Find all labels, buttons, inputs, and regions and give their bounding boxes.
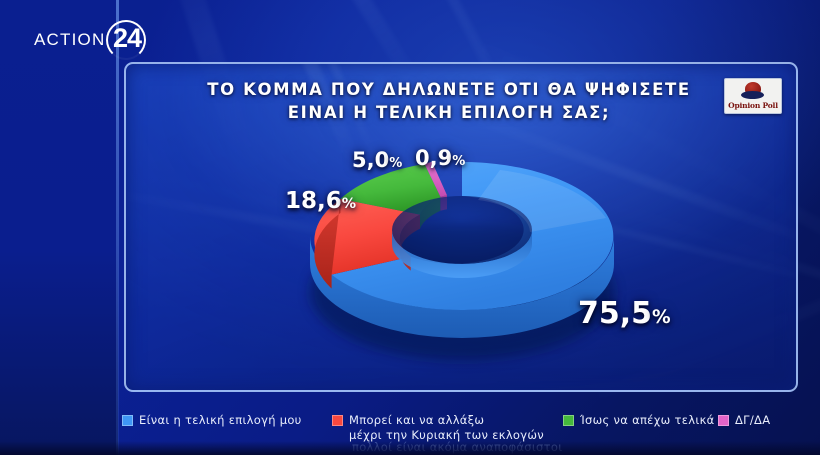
donut-slice-red bbox=[314, 198, 420, 275]
donut-blue-outer-wall bbox=[310, 236, 614, 338]
legend-item-may-change: Μπορεί και να αλλάξω μέχρι την Κυριακή τ… bbox=[332, 413, 544, 443]
chart-legend: Είναι η τελική επιλογή μου Μπορεί και να… bbox=[0, 405, 820, 455]
donut-slice-pink bbox=[424, 161, 447, 197]
legend-item-final-choice: Είναι η τελική επιλογή μου bbox=[122, 413, 302, 428]
legend-swatch-blue bbox=[122, 415, 133, 426]
percent-sign: % bbox=[389, 156, 403, 171]
channel-logo-word: ACTION bbox=[34, 30, 106, 49]
left-background-band bbox=[0, 0, 118, 455]
donut-slice-green bbox=[340, 163, 441, 215]
donut-highlight bbox=[478, 170, 606, 232]
percent-sign: % bbox=[652, 307, 671, 328]
poll-question-title: ΤΟ ΚΟΜΜΑ ΠΟΥ ΔΗΛΩΝΕΤΕ ΟΤΙ ΘΑ ΨΗΦΙΣΕΤΕ ΕΙ… bbox=[166, 78, 732, 124]
channel-logo-number: 24 bbox=[112, 23, 142, 53]
value-label-pink: 0,9% bbox=[415, 146, 465, 170]
percent-sign: % bbox=[341, 196, 357, 212]
pollster-logo: Opinion Poll bbox=[724, 78, 782, 114]
legend-swatch-green bbox=[563, 415, 574, 426]
value-label-green: 5,0% bbox=[352, 148, 402, 172]
value-label-pink-number: 0,9 bbox=[415, 146, 453, 170]
value-label-blue: 75,5% bbox=[578, 296, 671, 331]
donut-hole bbox=[392, 196, 532, 264]
legend-swatch-pink bbox=[718, 415, 729, 426]
percent-sign: % bbox=[452, 154, 466, 169]
poll-question-line-2: ΕΙΝΑΙ Η ΤΕΛΙΚΗ ΕΠΙΛΟΓΗ ΣΑΣ; bbox=[287, 103, 611, 122]
legend-swatch-red bbox=[332, 415, 343, 426]
legend-item-may-abstain: Ίσως να απέχω τελικά bbox=[563, 413, 715, 428]
donut-slice-blue bbox=[331, 162, 614, 310]
bottom-fade bbox=[0, 441, 820, 455]
channel-logo-circle-icon bbox=[106, 20, 146, 60]
left-band-edge bbox=[116, 0, 119, 455]
poll-question-line-1: ΤΟ ΚΟΜΜΑ ΠΟΥ ΔΗΛΩΝΕΤΕ ΟΤΙ ΘΑ ΨΗΦΙΣΕΤΕ bbox=[207, 80, 691, 99]
legend-label: Ίσως να απέχω τελικά bbox=[580, 413, 715, 427]
channel-logo: ACTION 24 bbox=[32, 18, 152, 60]
value-label-red-number: 18,6 bbox=[285, 188, 342, 214]
donut-red-outer-wall bbox=[314, 198, 341, 289]
donut-blue-inner-wall bbox=[392, 230, 532, 278]
legend-label: ΔΓ/ΔΑ bbox=[735, 413, 771, 427]
value-label-blue-number: 75,5 bbox=[578, 296, 653, 331]
value-label-red: 18,6% bbox=[285, 188, 356, 214]
value-label-green-number: 5,0 bbox=[352, 148, 390, 172]
legend-label: Μπορεί και να αλλάξω μέχρι την Κυριακή τ… bbox=[349, 413, 545, 442]
pollster-logo-text: Opinion Poll bbox=[728, 101, 778, 110]
pollster-dot-icon bbox=[741, 91, 764, 99]
legend-item-dk-na: ΔΓ/ΔΑ bbox=[718, 413, 770, 428]
legend-label: Είναι η τελική επιλογή μου bbox=[139, 413, 302, 427]
